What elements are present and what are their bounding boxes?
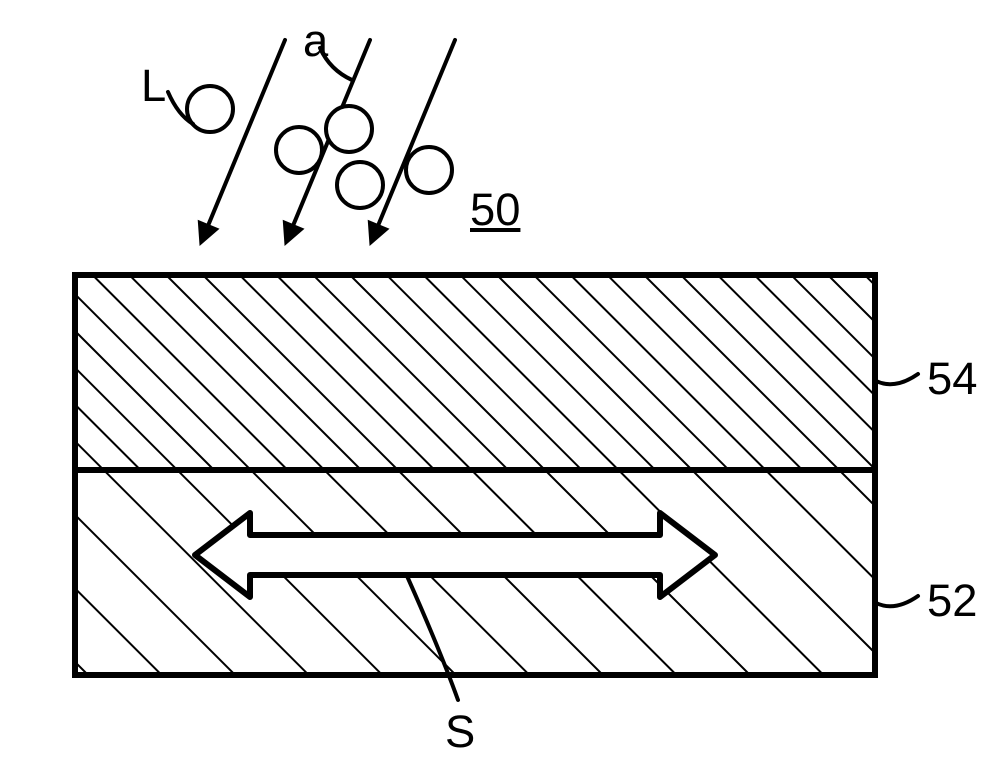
diagram-stage: L a 50 54 52 S <box>0 0 1000 752</box>
particle-4 <box>406 147 452 193</box>
label-50: 50 <box>470 184 520 236</box>
label-52: 52 <box>927 575 977 627</box>
leader-54 <box>876 374 918 384</box>
particle-1 <box>276 127 322 173</box>
leader-52 <box>876 596 918 606</box>
label-S: S <box>445 706 475 758</box>
incoming-arrow-0-shaft <box>208 40 285 225</box>
particle-2 <box>326 106 372 152</box>
label-L: L <box>141 60 166 112</box>
diagram-svg <box>0 0 1000 752</box>
label-54: 54 <box>927 353 977 405</box>
incoming-arrow-0-head <box>198 220 218 245</box>
layer-54-hatch <box>75 275 875 470</box>
incoming-arrow-2-shaft <box>378 40 455 225</box>
label-a: a <box>303 15 328 67</box>
incoming-arrow-1-head <box>283 220 303 245</box>
particle-3 <box>337 162 383 208</box>
incoming-arrow-2-head <box>368 220 388 245</box>
